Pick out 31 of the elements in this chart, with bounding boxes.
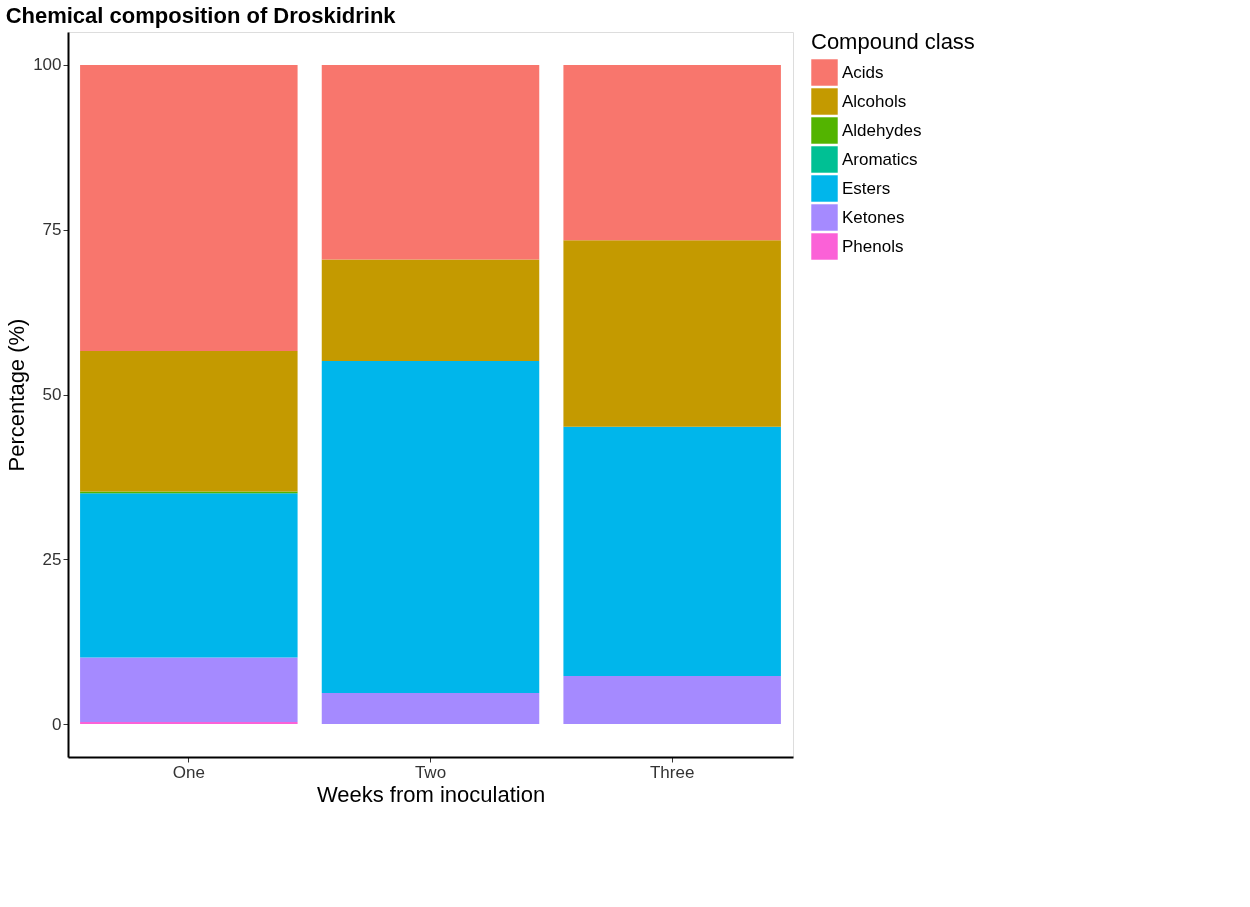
x-tick-label: Two [414,762,447,782]
legend-label: Acids [842,62,884,82]
chart-title: Chemical composition of Droskidrink [5,3,397,28]
bar [563,240,781,427]
legend-label: Aldehydes [842,120,922,140]
bar [80,64,298,351]
y-tick-label: 25 [42,549,62,569]
bar [563,64,781,241]
x-axis-title: Weeks from inoculation [316,781,546,807]
legend-label: Esters [842,178,891,198]
bar [321,693,540,725]
legend-title: Compound class [811,29,975,54]
bar [563,426,781,676]
x-tick-label: Three [649,762,695,782]
y-tick-label: 50 [42,385,62,404]
y-axis-title: Percentage (%) [4,318,30,472]
legend-label: Aromatics [842,149,918,169]
legend-label: Alcohols [842,91,907,111]
bar [80,657,298,723]
bar [563,675,781,725]
y-tick-label: 0 [52,714,62,734]
bar [321,259,540,361]
legend-label: Phenols [842,236,904,256]
y-tick-label: 100 [33,55,62,75]
bar [80,493,298,658]
y-tick-label: 75 [42,220,62,240]
x-tick-label: One [172,762,205,782]
bar [321,64,540,260]
bar [321,360,540,694]
bar [80,351,298,492]
legend-label: Ketones [842,207,905,227]
